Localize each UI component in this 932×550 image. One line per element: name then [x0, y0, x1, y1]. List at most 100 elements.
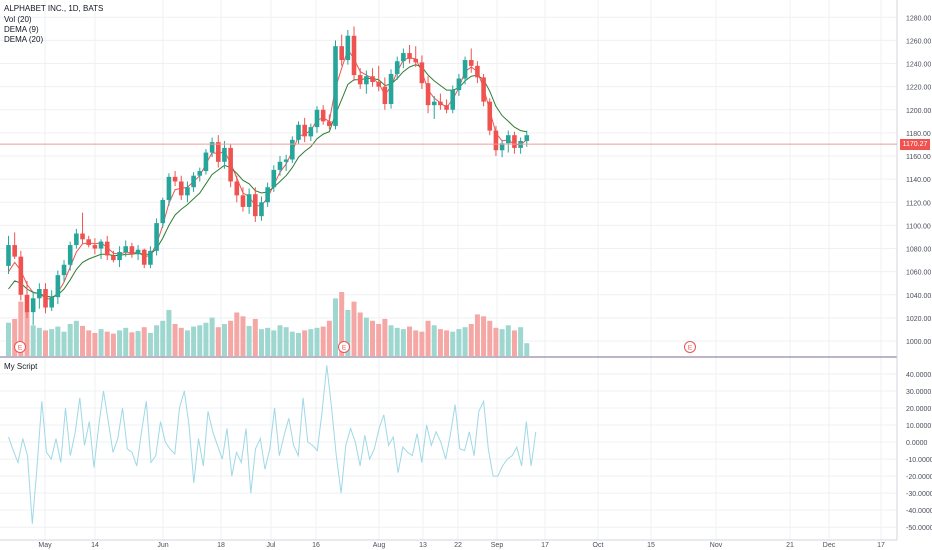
candle-body[interactable] [296, 124, 301, 140]
candle-body[interactable] [166, 176, 172, 200]
candle-body[interactable] [382, 86, 388, 104]
candle-body[interactable] [67, 245, 73, 265]
candle-body[interactable] [30, 298, 36, 313]
candle-body[interactable] [197, 171, 203, 176]
candle-body[interactable] [345, 35, 351, 61]
candle-body[interactable] [215, 142, 221, 162]
candle-body[interactable] [407, 53, 412, 59]
candle-body[interactable] [123, 246, 129, 253]
candle-body[interactable] [49, 297, 54, 308]
candle-body[interactable] [61, 264, 67, 276]
candle-body[interactable] [191, 175, 196, 188]
candle-body[interactable] [37, 289, 42, 299]
candle-body[interactable] [444, 105, 449, 110]
candle-body[interactable] [438, 101, 443, 106]
candle-body[interactable] [394, 61, 400, 74]
candle-body[interactable] [178, 181, 184, 196]
time-tick-label: 22 [454, 542, 462, 549]
candle-body[interactable] [425, 83, 431, 106]
candle-body[interactable] [271, 169, 277, 188]
candle-body[interactable] [265, 187, 270, 203]
candle-body[interactable] [277, 161, 283, 170]
candle-body[interactable] [481, 77, 486, 102]
candle-body[interactable] [111, 255, 116, 261]
candle-body[interactable] [302, 124, 307, 137]
candle-body[interactable] [401, 53, 406, 62]
candle-body[interactable] [493, 130, 499, 151]
candle-body[interactable] [228, 147, 233, 182]
volume-bar [468, 324, 474, 356]
candle-body[interactable] [456, 78, 462, 91]
candle-body[interactable] [259, 202, 264, 217]
candle-body[interactable] [117, 252, 122, 261]
candle-body[interactable] [18, 256, 24, 295]
candle-body[interactable] [290, 139, 295, 160]
indicator-dema20-label[interactable]: DEMA (20) [4, 35, 44, 44]
earnings-marker[interactable]: E [14, 341, 26, 353]
earnings-marker[interactable]: E [684, 341, 696, 353]
candle-body[interactable] [388, 73, 394, 104]
candle-body[interactable] [376, 82, 381, 87]
candle-body[interactable] [74, 233, 79, 246]
candle-body[interactable] [431, 101, 437, 106]
candle-body[interactable] [314, 109, 320, 128]
candle-body[interactable] [419, 62, 425, 84]
price-tick-label: 1280.00 [906, 15, 931, 22]
indicator-dema9-label[interactable]: DEMA (9) [4, 25, 39, 34]
candle-body[interactable] [104, 241, 110, 256]
candle-body[interactable] [468, 60, 474, 66]
candle-body[interactable] [487, 101, 493, 131]
candle-body[interactable] [6, 245, 11, 266]
script-pane-title[interactable]: My Script [4, 362, 38, 371]
candle-body[interactable] [160, 199, 166, 224]
candle-body[interactable] [24, 294, 30, 313]
candle-body[interactable] [172, 176, 178, 182]
candle-body[interactable] [141, 249, 147, 265]
candle-body[interactable] [339, 46, 344, 61]
symbol-title[interactable]: ALPHABET INC., 1D, BATS [4, 4, 104, 13]
candle-body[interactable] [357, 75, 363, 85]
candle-body[interactable] [413, 58, 419, 63]
candle-body[interactable] [499, 143, 505, 151]
candle-body[interactable] [475, 65, 480, 78]
candle-body[interactable] [92, 245, 98, 249]
earnings-marker-circle [14, 341, 26, 353]
candle-body[interactable] [43, 289, 48, 308]
candle-body[interactable] [98, 241, 104, 249]
indicator-vol-label[interactable]: Vol (20) [4, 15, 32, 24]
candle-body[interactable] [203, 152, 209, 172]
candle-body[interactable] [308, 127, 314, 137]
candle-body[interactable] [148, 250, 153, 265]
candle-body[interactable] [524, 135, 530, 141]
earnings-marker[interactable]: E [338, 341, 350, 353]
candle-body[interactable] [12, 245, 17, 257]
candle-body[interactable] [129, 246, 135, 255]
earnings-marker-circle [684, 341, 696, 353]
candle-body[interactable] [240, 195, 246, 207]
candle-body[interactable] [327, 121, 332, 126]
candle-body[interactable] [222, 147, 227, 162]
candle-body[interactable] [80, 233, 85, 240]
candle-body[interactable] [364, 76, 369, 85]
candle-body[interactable] [154, 223, 159, 251]
candle-body[interactable] [253, 194, 258, 217]
candle-body[interactable] [320, 109, 326, 122]
candle-body[interactable] [135, 249, 141, 255]
candle-body[interactable] [283, 159, 289, 162]
candle-body[interactable] [86, 239, 92, 246]
candle-body[interactable] [246, 194, 252, 207]
candle-body[interactable] [185, 187, 190, 196]
candle-body[interactable] [512, 135, 517, 148]
candle-body[interactable] [55, 275, 61, 298]
candle-body[interactable] [351, 35, 357, 76]
candle-body[interactable] [462, 60, 468, 79]
candle-body[interactable] [370, 76, 375, 83]
candle-body[interactable] [505, 135, 511, 144]
candle-body[interactable] [450, 90, 456, 110]
candle-body[interactable] [333, 46, 338, 126]
candle-body[interactable] [234, 181, 240, 196]
candles[interactable] [6, 26, 530, 325]
candle-body[interactable] [209, 142, 215, 153]
